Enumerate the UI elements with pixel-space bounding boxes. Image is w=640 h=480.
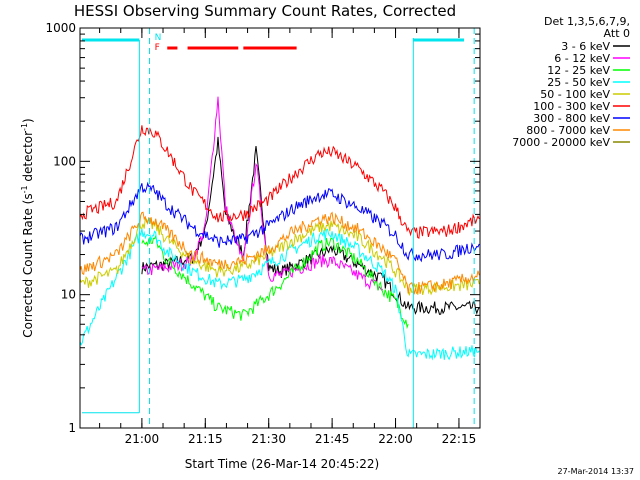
footer-timestamp: 27-Mar-2014 13:37 xyxy=(557,467,635,476)
x-tick-label: 21:15 xyxy=(188,432,223,446)
legend-label: 25 - 50 keV xyxy=(547,76,610,89)
y-tick-label: 1 xyxy=(68,421,76,435)
series-line-3 xyxy=(141,234,409,330)
y-axis-label: Corrected Count Rate (s-1 detector-1) xyxy=(20,118,35,337)
legend-header-detectors: Det 1,3,5,6,7,9, xyxy=(544,15,630,28)
marker-label-n: N xyxy=(155,33,162,43)
x-tick-label: 22:15 xyxy=(442,432,477,446)
x-tick-label: 21:00 xyxy=(125,432,160,446)
y-axis-label-mid: detector xyxy=(21,131,35,186)
chart-title: HESSI Observing Summary Count Rates, Cor… xyxy=(74,2,456,20)
y-axis-label-sup2: -1 xyxy=(20,123,29,131)
legend-label: 100 - 300 keV xyxy=(533,100,610,113)
axis-ticks: 21:00 21:15 21:30 21:45 22:00 22:15 1 10 100 1000 xyxy=(45,21,480,446)
y-tick-label: 1000 xyxy=(45,21,76,35)
series-layer xyxy=(79,96,480,361)
y-axis-label-main: Corrected Count Rate (s xyxy=(21,193,35,337)
legend-label: 300 - 800 keV xyxy=(533,112,610,125)
marker-label-f: F xyxy=(155,43,160,53)
legend-label: 6 - 12 keV xyxy=(554,52,610,65)
series-line-4 xyxy=(79,228,480,361)
y-tick-label: 10 xyxy=(61,288,76,302)
x-axis-label: Start Time (26-Mar-14 20:45:22) xyxy=(185,457,379,471)
legend-label: 800 - 7000 keV xyxy=(526,124,610,137)
series-line-8 xyxy=(79,211,480,295)
x-tick-label: 22:00 xyxy=(378,432,413,446)
y-axis-label-end: ) xyxy=(21,118,35,123)
series-line-1 xyxy=(141,136,480,315)
markers-layer: NF xyxy=(82,28,475,428)
legend-label: 50 - 100 keV xyxy=(540,88,610,101)
x-tick-label: 21:45 xyxy=(315,432,350,446)
y-tick-label: 100 xyxy=(53,154,76,168)
x-tick-label: 21:30 xyxy=(251,432,286,446)
legend-header-attenuator: Att 0 xyxy=(604,27,630,40)
legend-label: 12 - 25 keV xyxy=(547,64,610,77)
series-line-5 xyxy=(79,217,480,296)
legend-label: 3 - 6 keV xyxy=(561,40,610,53)
legend-label: 7000 - 20000 keV xyxy=(512,136,610,149)
series-line-6 xyxy=(79,125,480,239)
plot-frame xyxy=(79,27,481,429)
y-axis-label-sup1: -1 xyxy=(20,185,29,193)
series-line-7 xyxy=(79,181,480,263)
